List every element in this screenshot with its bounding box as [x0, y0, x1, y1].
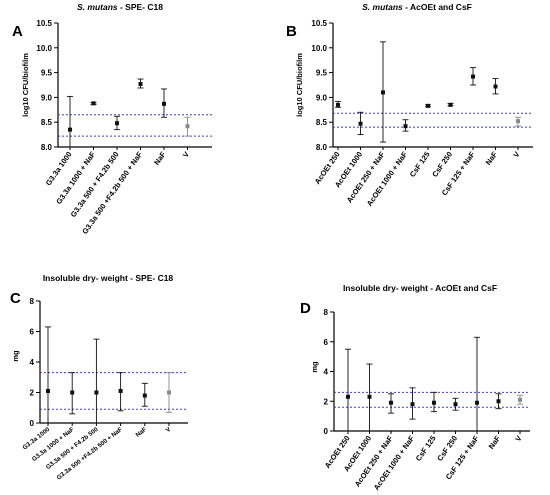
x-tick-label: NaF	[484, 150, 500, 167]
y-axis-label: mg	[11, 350, 20, 362]
chart-panel-d: Insoluble dry- weight - AcOEt and CsF mg 0…	[310, 283, 530, 492]
data-point	[453, 402, 458, 407]
data-point	[518, 397, 522, 402]
data-point	[403, 124, 408, 129]
y-axis-label: mg	[310, 361, 319, 373]
x-tick-label: V	[513, 434, 523, 443]
chart-title-species: S. mutans	[362, 2, 403, 12]
data-point	[493, 84, 498, 89]
x-tick-label: AcOEt 1000 + NaF	[365, 150, 410, 208]
x-tick-label: G3.3a 1000 + NaF	[31, 426, 76, 463]
data-point	[68, 127, 72, 132]
data-point	[94, 390, 99, 395]
data-point	[185, 124, 190, 129]
data-point	[138, 82, 143, 87]
x-tick-label: NaF	[487, 434, 503, 451]
x-tick-label: V	[165, 426, 173, 435]
chart-title: Insoluble dry- weight - AcOEt and CsF	[343, 283, 497, 293]
y-tick-label: 8	[324, 308, 329, 317]
data-point	[167, 390, 171, 395]
data-point	[115, 121, 119, 126]
y-tick-label: 8	[30, 297, 35, 306]
data-point	[381, 90, 385, 95]
y-tick-label: 10.0	[311, 44, 327, 53]
data-point	[367, 394, 372, 399]
data-point	[432, 400, 436, 405]
y-tick-label: 8.5	[41, 118, 53, 127]
data-point	[70, 390, 75, 395]
y-tick-label: 4	[324, 368, 329, 377]
y-tick-label: 9.5	[316, 69, 328, 78]
panel-letter-a: A	[12, 23, 23, 40]
x-tick-label: V	[181, 150, 191, 159]
chart-title-species: S. mutans	[77, 2, 118, 12]
y-tick-label: 0	[30, 419, 35, 428]
x-tick-label: AcOEt 1000 + NaF	[372, 434, 417, 492]
y-axis-label: log10 CFU/biofilm	[21, 53, 30, 117]
panel-letter-c: C	[10, 290, 21, 307]
data-point	[426, 103, 430, 108]
data-point	[346, 394, 350, 399]
y-tick-label: 2	[30, 389, 35, 398]
data-point	[142, 393, 147, 398]
panel-letter-b: B	[286, 23, 297, 40]
x-tick-label: AcOEt 250 + NaF	[353, 434, 395, 489]
y-tick-label: 8.0	[316, 143, 328, 152]
panel-letter-d: D	[300, 300, 311, 317]
x-tick-label: CsF 250	[430, 150, 454, 179]
chart-title: S. mutans - AcOEt and CsF	[362, 2, 472, 12]
x-tick-label: NaF	[134, 426, 148, 439]
y-tick-label: 9.0	[41, 93, 53, 102]
data-point	[496, 399, 501, 404]
y-tick-label: 9.5	[41, 69, 53, 78]
chart-title-text: - SPE- C18	[118, 2, 164, 12]
x-tick-label: CsF 125	[408, 150, 432, 179]
y-tick-label: 8.5	[316, 118, 328, 127]
chart-title: Insoluble dry- weight - SPE- C18	[43, 273, 174, 283]
chart-title: S. mutans - SPE- C18	[77, 2, 163, 12]
y-tick-label: 2	[324, 397, 329, 406]
data-point	[389, 400, 393, 405]
chart-panel-c: Insoluble dry- weight - SPE- C18 mg 0 2 4 6 8 G…	[11, 273, 188, 482]
y-tick-label: 6	[30, 328, 35, 337]
x-tick-label: CsF 125	[414, 434, 438, 463]
y-tick-label: 10.0	[36, 44, 52, 53]
data-point	[162, 101, 166, 106]
data-point	[516, 119, 520, 124]
y-tick-label: 6	[324, 338, 329, 347]
data-point	[410, 402, 415, 407]
data-point	[358, 121, 363, 126]
data-point	[46, 388, 50, 393]
y-tick-label: 0	[324, 427, 329, 436]
y-tick-label: 10.5	[311, 19, 327, 28]
data-point	[475, 400, 479, 405]
data-point	[118, 388, 123, 393]
x-tick-label: NaF	[152, 150, 168, 167]
x-tick-label: V	[511, 150, 521, 159]
chart-panel-a: S. mutans - SPE- C18 log10 CFU/biofilm 8.0…	[21, 2, 212, 236]
chart-panel-b: S. mutans - AcOEt and CsF log10 CFU/biofi…	[295, 2, 533, 208]
data-point	[336, 102, 340, 107]
data-point	[91, 101, 96, 106]
y-tick-label: 4	[30, 358, 35, 367]
data-point	[471, 74, 475, 79]
data-point	[448, 102, 453, 107]
y-tick-label: 10.5	[36, 19, 52, 28]
y-tick-label: 9.0	[316, 93, 328, 102]
y-tick-label: 8.0	[41, 143, 53, 152]
y-axis-label: log10 CFU/biofilm	[295, 53, 304, 117]
chart-title-text: - AcOEt and CsF	[403, 2, 472, 12]
